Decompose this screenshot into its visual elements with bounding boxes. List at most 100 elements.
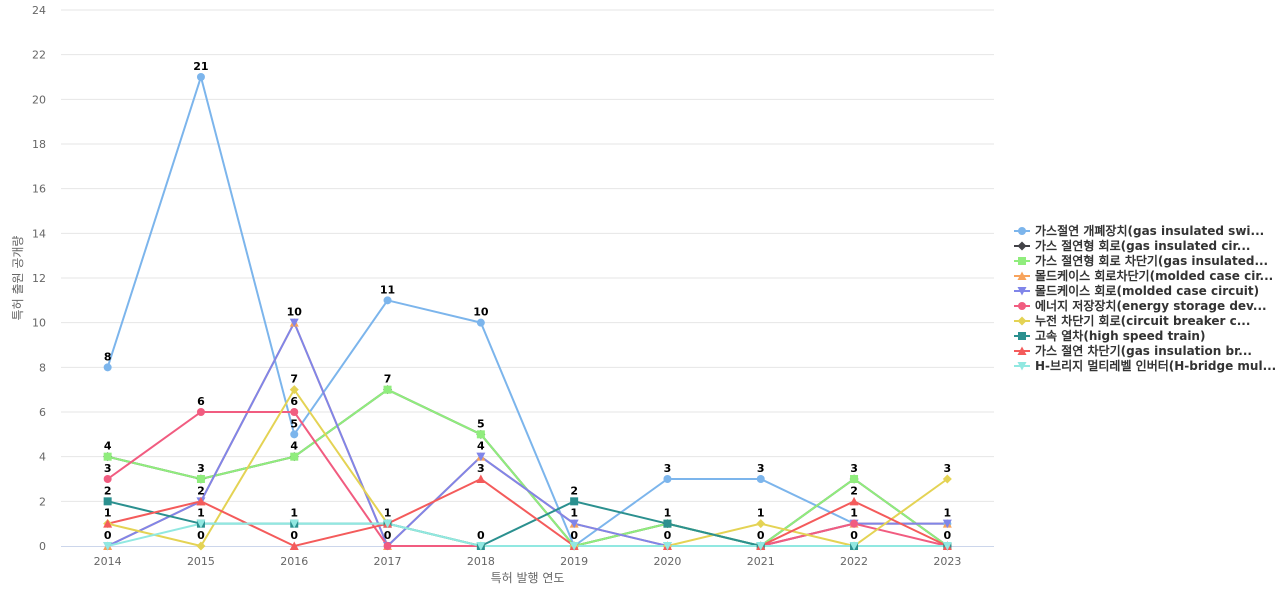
y-tick-label: 10 (32, 317, 46, 330)
legend-item[interactable]: 가스 절연 차단기(gas insulation br... (1014, 343, 1252, 358)
series-marker (290, 452, 299, 461)
series-marker (1017, 241, 1027, 251)
legend-label: H-브리지 멀티레벨 인버터(H-bridge mul... (1035, 358, 1276, 373)
series-marker (850, 519, 859, 528)
series-marker (290, 430, 299, 439)
legend-item[interactable]: 고속 열차(high speed train) (1014, 328, 1205, 343)
y-tick-label: 2 (39, 495, 46, 508)
data-label: 1 (384, 507, 392, 520)
series-marker (103, 519, 113, 528)
data-label: 11 (380, 283, 395, 296)
data-label: 0 (477, 529, 485, 542)
data-label: 10 (287, 306, 303, 319)
series-marker (1018, 257, 1026, 265)
series-marker (196, 519, 206, 529)
x-axis-ticks: 2014 2015 2016 2017 2018 2019 2020 2021 2022 2023 (94, 555, 962, 568)
series-marker (942, 474, 952, 484)
series-marker (196, 475, 205, 483)
data-label: 1 (850, 507, 858, 520)
data-label: 3 (664, 462, 672, 475)
data-label: 1 (197, 507, 205, 520)
data-label: 10 (473, 306, 489, 319)
series-line (107, 522, 948, 547)
series-marker (290, 408, 299, 416)
x-tick-label: 2022 (840, 555, 868, 568)
legend-label: 가스 절연 차단기(gas insulation br... (1035, 343, 1252, 358)
series-marker (1018, 302, 1026, 310)
x-tick-label: 2015 (187, 555, 215, 568)
legend-label: 누전 차단기 회로(circuit breaker c... (1035, 313, 1250, 328)
data-label: 0 (197, 529, 205, 542)
data-label: 6 (290, 395, 298, 408)
series-marker (1017, 362, 1027, 371)
series-marker (1017, 316, 1027, 326)
series-marker (942, 542, 952, 551)
series-marker (289, 541, 299, 550)
series-marker (383, 542, 392, 550)
y-axis-title: 특허 출원 공개량 (11, 236, 25, 321)
data-label: 3 (944, 462, 952, 475)
data-label: 7 (290, 373, 298, 386)
legend-label: 몰드케이스 회로차단기(molded case cir... (1035, 268, 1273, 283)
data-label: 1 (104, 507, 112, 520)
data-label: 1 (757, 507, 765, 520)
series-marker (756, 519, 766, 529)
data-label: 7 (384, 373, 392, 386)
series-marker (942, 519, 952, 529)
data-label: 5 (290, 417, 298, 430)
legend-item[interactable]: 누전 차단기 회로(circuit breaker c... (1014, 313, 1250, 328)
series-marker (476, 474, 486, 483)
y-tick-label: 22 (32, 49, 46, 62)
y-tick-label: 20 (32, 93, 46, 106)
legend-item[interactable]: 가스절연 개폐장치(gas insulated swi... (1014, 223, 1264, 238)
series-marker (103, 497, 112, 506)
legend-item[interactable]: H-브리지 멀티레벨 인버터(H-bridge mul... (1014, 358, 1276, 373)
data-label: 2 (850, 484, 858, 497)
series-marker (1017, 346, 1027, 355)
series-marker (570, 497, 579, 506)
series-marker (383, 519, 393, 529)
y-tick-label: 16 (32, 183, 46, 196)
legend-item[interactable]: 몰드케이스 회로차단기(molded case cir... (1014, 268, 1273, 283)
series-marker (103, 363, 112, 372)
data-label: 3 (850, 462, 858, 475)
data-label: 0 (757, 529, 765, 542)
x-tick-label: 2018 (467, 555, 495, 568)
series-line (106, 73, 948, 548)
legend-label: 몰드케이스 회로(molded case circuit) (1035, 283, 1259, 298)
legend-item[interactable]: 가스 절연형 회로(gas insulated cir... (1014, 238, 1250, 253)
series-marker (850, 475, 859, 483)
series-marker (849, 542, 859, 551)
series-marker (663, 519, 672, 528)
series-marker (849, 496, 859, 506)
legend-label: 고속 열차(high speed train) (1035, 328, 1205, 343)
x-axis-title: 특허 발행 연도 (491, 570, 565, 585)
data-label: 5 (477, 417, 485, 430)
y-tick-label: 6 (39, 406, 46, 419)
data-label: 3 (477, 462, 485, 475)
series-marker (103, 542, 113, 551)
legend-item[interactable]: 가스 절연형 회로 차단기(gas insulated... (1014, 253, 1268, 268)
data-label: 4 (477, 440, 485, 453)
x-tick-label: 2017 (374, 555, 402, 568)
legend-label: 가스 절연형 회로 차단기(gas insulated... (1035, 253, 1268, 268)
series-marker (196, 541, 206, 551)
series-marker (476, 452, 486, 462)
series-marker (476, 542, 486, 551)
series-markers (103, 73, 952, 551)
x-tick-label: 2021 (747, 555, 775, 568)
data-label: 21 (193, 60, 208, 73)
data-label: 0 (104, 529, 112, 542)
data-label: 1 (570, 507, 578, 520)
series-marker (196, 408, 205, 416)
legend-item[interactable]: 몰드케이스 회로(molded case circuit) (1014, 283, 1259, 298)
legend-item[interactable]: 에너지 저장장치(energy storage dev... (1014, 298, 1267, 313)
data-label: 0 (664, 529, 672, 542)
x-tick-label: 2014 (94, 555, 122, 568)
data-label: 6 (197, 395, 205, 408)
y-tick-label: 24 (32, 4, 46, 17)
series-marker (569, 542, 579, 551)
x-tick-label: 2020 (653, 555, 681, 568)
